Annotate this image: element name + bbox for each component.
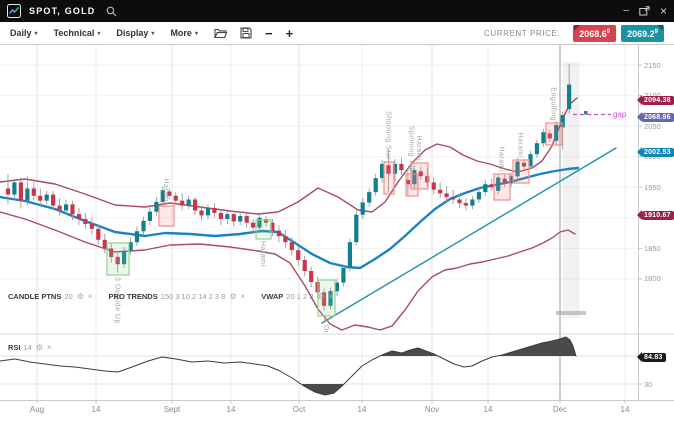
popout-button[interactable]: [639, 6, 650, 16]
candlestick-series: [5, 63, 572, 311]
close-window-button[interactable]: ×: [659, 4, 667, 18]
ask-price-badge[interactable]: 2069.29: [621, 24, 664, 42]
indicator-rsi: RSI 14 ⚙ ×: [8, 342, 52, 352]
chart-toolbar: Daily ▾ Technical ▾ Display ▾ More ▾: [0, 22, 674, 45]
symbol-title: SPOT, GOLD: [29, 6, 96, 16]
gear-icon[interactable]: ⚙: [229, 291, 237, 301]
menu-more[interactable]: More ▾: [170, 28, 198, 38]
open-folder-icon[interactable]: [214, 28, 227, 39]
gear-icon[interactable]: ⚙: [317, 291, 325, 301]
chevron-down-icon: ▾: [97, 30, 101, 37]
chevron-down-icon: ▾: [194, 30, 198, 37]
chevron-down-icon: ▾: [151, 30, 155, 37]
menu-display[interactable]: Display ▾: [116, 28, 155, 38]
tick-down-icon: [574, 24, 581, 31]
menu-timeframe[interactable]: Daily ▾: [10, 28, 38, 38]
chevron-down-icon: ▾: [34, 30, 38, 37]
indicator-rsi-row: RSI 14 ⚙ ×: [8, 343, 52, 352]
app-logo-icon: [7, 4, 21, 18]
zoom-in-button[interactable]: +: [285, 25, 294, 41]
indicator-vwap: VWAP 20 1 2 3 ⚙ ×: [261, 291, 334, 301]
bid-price-badge[interactable]: 2068.69: [573, 24, 617, 42]
search-icon[interactable]: [106, 6, 117, 17]
gear-icon[interactable]: ⚙: [76, 291, 84, 301]
zoom-out-button[interactable]: −: [264, 25, 273, 41]
window-controls: – ×: [623, 5, 667, 17]
close-icon[interactable]: ×: [47, 342, 52, 352]
menu-technical[interactable]: Technical ▾: [53, 28, 101, 38]
save-icon[interactable]: [240, 27, 252, 39]
minimize-button[interactable]: –: [623, 5, 629, 16]
tick-up-icon: [657, 24, 663, 31]
close-icon[interactable]: ×: [240, 291, 246, 301]
current-price-group: CURRENT PRICE: 2068.69 2069.29: [483, 24, 664, 42]
current-price-label: CURRENT PRICE:: [483, 28, 561, 38]
gear-icon[interactable]: ⚙: [35, 342, 44, 352]
indicator-pro-trends: PRO TRENDS 150 3 10 2 14 2 3 8 ⚙ ×: [108, 291, 246, 301]
close-icon[interactable]: ×: [87, 291, 93, 301]
indicator-chip-row: CANDLE PTNS 20 ⚙ × PRO TRENDS 150 3 10 2…: [8, 292, 333, 301]
close-icon[interactable]: ×: [328, 291, 334, 301]
window-titlebar: SPOT, GOLD – ×: [0, 0, 674, 22]
indicator-candle-ptns: CANDLE PTNS 20 ⚙ ×: [8, 291, 93, 301]
